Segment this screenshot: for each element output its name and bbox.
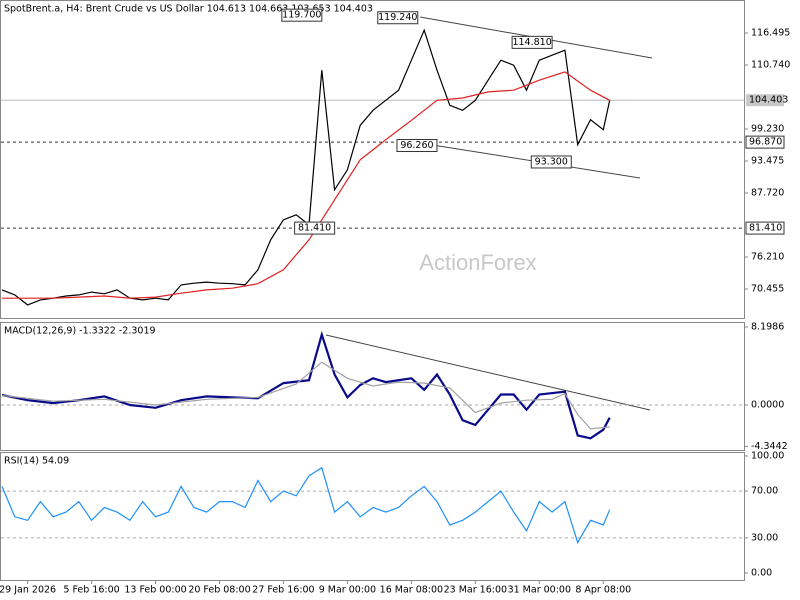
annotation-box [396,139,438,153]
x-tick-label: 13 Feb 00:00 [124,585,186,596]
y-tick-label: 8.1986 [751,321,784,332]
price-title: SpotBrent.a, H4: Brent Crude vs US Dolla… [4,4,373,15]
annotation-box [530,155,572,169]
price-panel-frame [0,0,745,319]
y-tick-label: 0.00 [751,567,772,578]
x-tick-label: 23 Mar 16:00 [444,585,507,596]
x-tick-label: 31 Mar 00:00 [508,585,571,596]
price-level-box [745,221,785,235]
x-tick-label: 20 Feb 08:00 [188,585,250,596]
channel-lower [419,142,641,179]
macd-title: MACD(12,26,9) -1.3322 -2.3019 [4,326,156,337]
x-tick-label: 5 Feb 16:00 [63,585,119,596]
annotation-box [377,11,419,25]
y-tick-label: 99.230 [751,124,784,135]
x-tick-label: 9 Mar 00:00 [319,585,376,596]
annotation-box [294,221,336,235]
y-tick-label: -4.3442 [751,441,788,452]
x-tick-label: 16 Mar 08:00 [380,585,443,596]
price-level-label: 96.870 [749,137,782,148]
price-level-label: 104.403 [749,95,788,106]
macd-trendline [325,334,651,411]
x-tick-label: 8 Apr 08:00 [575,585,631,596]
rsi-panel-frame [0,452,745,581]
price-level-box [746,94,784,107]
series-line [1,466,611,545]
annotation-label: 114.810 [512,37,551,48]
x-tick-label: 27 Feb 16:00 [252,585,314,596]
annotation-label: 93.300 [535,156,568,167]
watermark: ActionForex [419,250,536,275]
rsi-title: RSI(14) 54.09 [4,456,69,467]
y-tick-label: 93.475 [751,156,784,167]
annotation-label: 119.240 [378,12,417,23]
y-tick-label: 87.720 [751,188,784,199]
macd-panel-frame [0,322,745,451]
y-tick-label: 70.455 [751,284,784,295]
y-tick-label: 0.0000 [751,399,784,410]
x-tick-label: 29 Jan 2026 [0,585,56,596]
y-tick-label: 116.495 [751,28,790,39]
annotation-box [511,35,553,49]
y-tick-label: 100.00 [751,450,784,461]
y-tick-label: 30.00 [751,532,778,543]
annotation-label: 81.410 [298,223,331,234]
y-tick-label: 76.210 [751,252,784,263]
price-level-label: 81.410 [749,223,782,234]
y-tick-label: 110.740 [751,60,790,71]
y-tick-label: 70.00 [751,486,778,497]
annotation-box [281,8,323,22]
annotation-label: 96.260 [400,140,433,151]
series-line [1,330,611,440]
price-level-box [745,135,785,149]
annotation-label: 119.700 [282,10,321,21]
series-line [1,361,610,430]
series-line [2,71,610,299]
